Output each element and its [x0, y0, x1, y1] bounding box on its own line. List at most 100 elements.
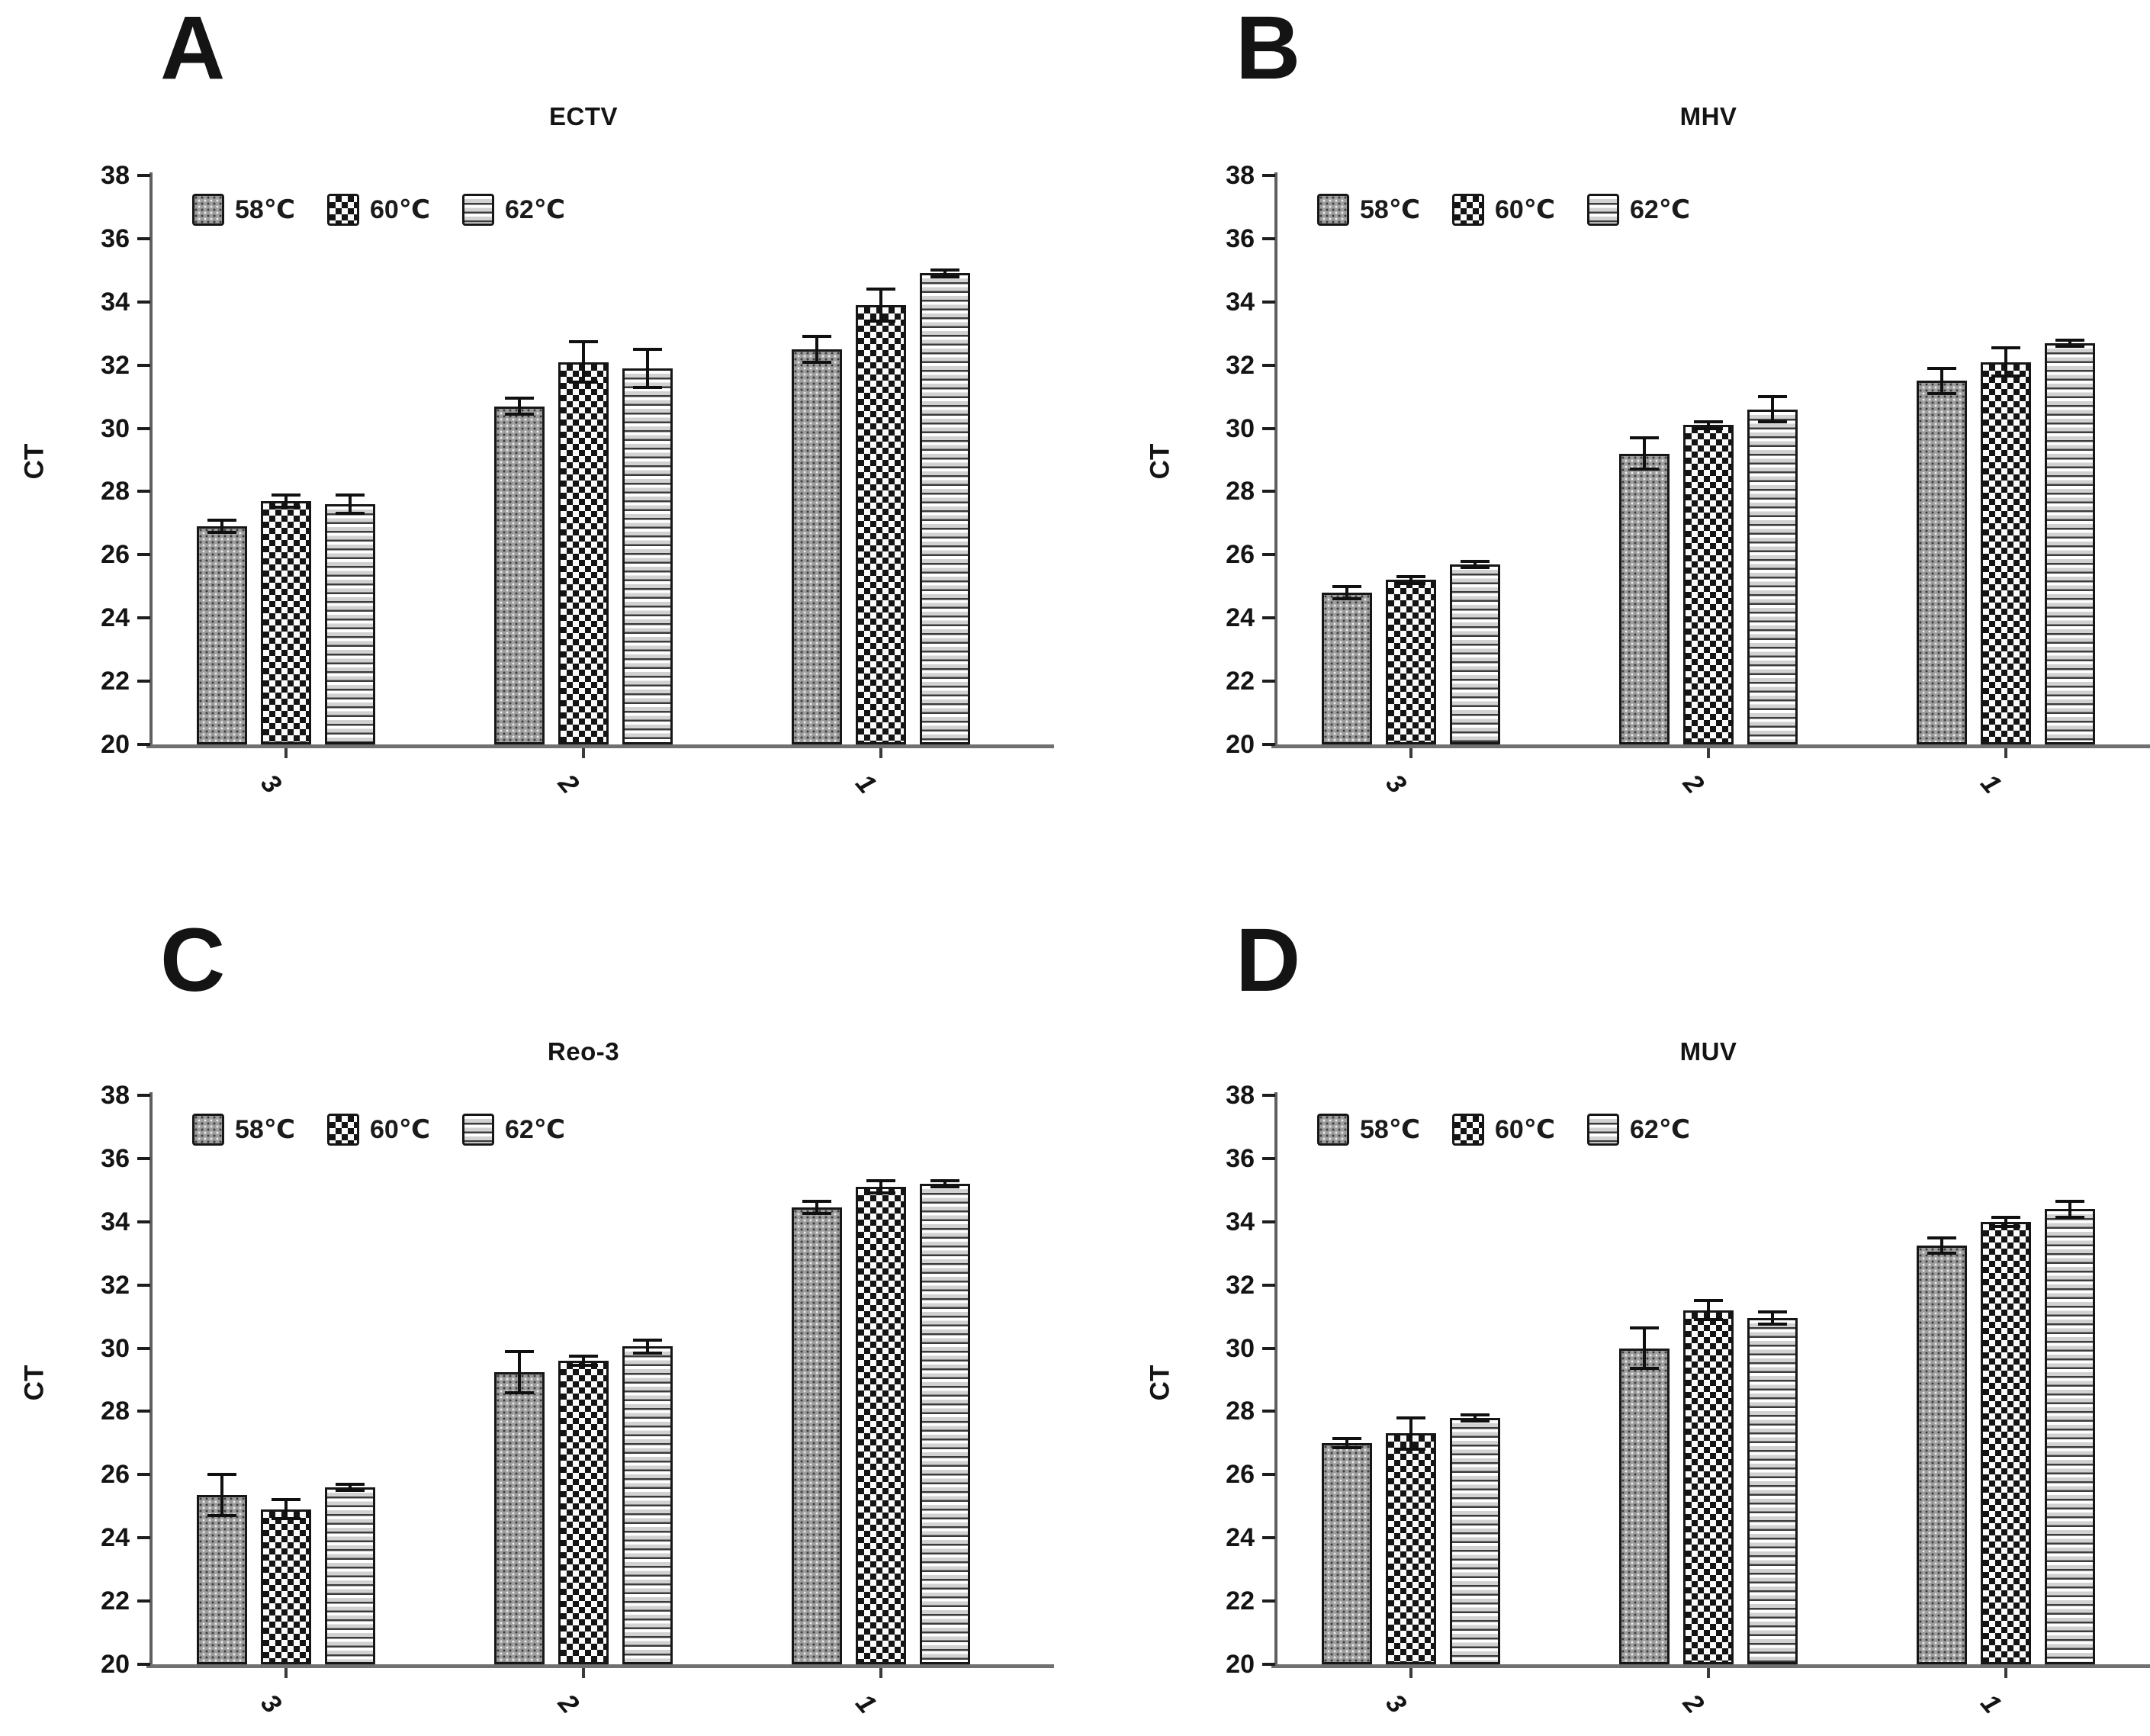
error-bar-cap-top: [505, 397, 534, 400]
y-tick: [137, 426, 150, 430]
error-bar-cap-top: [569, 1354, 598, 1358]
error-bar-cap-top: [336, 1482, 365, 1486]
bar-60℃-group3: [1386, 580, 1437, 744]
bar-62℃-group1: [919, 1184, 970, 1664]
y-tick-label: 26: [101, 540, 130, 570]
legend-item: 60℃: [1452, 1114, 1555, 1146]
y-tick: [137, 490, 150, 493]
x-axis-line: [1271, 1664, 2150, 1668]
bar-60℃-group3: [261, 1509, 312, 1664]
error-bar-cap-top: [272, 1498, 301, 1502]
panel-a: A ECTV CT 38 36 34 32 30 28 26 24 22 20 58℃ 60℃ 62℃ 3…: [0, 0, 1075, 868]
y-axis-label: CT: [19, 1365, 50, 1401]
y-tick: [1262, 300, 1275, 304]
chart-title: MUV: [1679, 1037, 1737, 1066]
y-tick-label: 22: [1226, 1587, 1255, 1616]
y-tick-label: 22: [101, 667, 130, 696]
error-bar-cap-top: [1396, 1416, 1426, 1419]
x-tick-label: 2: [1677, 768, 1710, 799]
plot-area: 38 36 34 32 30 28 26 24 22 20 58℃ 60℃ 62℃ 3 2 1: [1226, 162, 2150, 799]
error-bar-line: [1707, 1300, 1710, 1320]
error-bar-cap-bottom: [1332, 597, 1362, 601]
legend-item: 60℃: [327, 1114, 430, 1146]
legend-swatch-gray-dots: [1317, 1114, 1349, 1146]
y-tick-label: 26: [101, 1460, 130, 1490]
y-tick-label: 36: [1226, 223, 1255, 253]
y-tick-label: 22: [101, 1587, 130, 1616]
y-tick: [137, 743, 150, 746]
error-bar-cap-bottom: [1461, 565, 1490, 569]
y-tick: [137, 616, 150, 620]
x-tick: [582, 1668, 585, 1678]
x-tick: [879, 1668, 882, 1678]
y-tick-label: 28: [1226, 477, 1255, 506]
bar-62℃-group1: [919, 273, 970, 744]
x-tick-label: 1: [1975, 1688, 2007, 1719]
x-tick-label: 1: [850, 768, 882, 799]
error-bar-cap-top: [1332, 1436, 1362, 1440]
panel-letter: A: [160, 0, 226, 98]
y-tick-label: 28: [101, 1397, 130, 1426]
panel-c: C Reo-3 CT 38 36 34 32 30 28 26 24 22 20 58℃ 60℃ 62℃…: [0, 868, 1075, 1736]
error-bar-cap-top: [1694, 1299, 1723, 1303]
y-tick-label: 32: [101, 350, 130, 380]
y-tick: [137, 1220, 150, 1223]
error-bar-cap-bottom: [1332, 1446, 1362, 1450]
y-tick: [137, 1410, 150, 1413]
y-tick-label: 38: [101, 1081, 130, 1110]
legend-swatch-checkerboard: [327, 1114, 359, 1146]
error-bar-cap-bottom: [272, 506, 301, 510]
y-axis-line: [149, 1092, 153, 1668]
legend-item: 60℃: [327, 194, 430, 226]
y-tick: [137, 300, 150, 304]
error-bar-cap-bottom: [207, 531, 237, 535]
error-bar-line: [1345, 586, 1349, 600]
bar-58℃-group2: [494, 406, 545, 744]
error-bar-cap-bottom: [505, 412, 534, 416]
legend-item: 58℃: [1317, 1114, 1420, 1146]
error-bar-line: [1771, 1311, 1774, 1325]
bar-60℃-group1: [855, 304, 906, 744]
error-bar-cap-bottom: [1991, 375, 2020, 378]
error-bar-line: [1643, 437, 1646, 470]
error-bar-cap-top: [1991, 1215, 2020, 1219]
x-tick-label: 1: [1975, 768, 2007, 799]
x-tick: [2004, 748, 2007, 758]
bar-58℃-group1: [1916, 381, 1967, 744]
legend-swatch-gray-dots: [192, 1114, 224, 1146]
y-tick-label: 20: [1226, 1650, 1255, 1679]
x-tick: [1707, 1668, 1710, 1678]
y-tick-label: 32: [1226, 350, 1255, 380]
y-tick-label: 34: [101, 287, 130, 317]
bar-62℃-group1: [2044, 1209, 2095, 1664]
error-bar-cap-top: [866, 288, 895, 291]
legend-swatch-gray-dots: [192, 194, 224, 226]
error-bar-cap-top: [866, 1178, 895, 1182]
error-bar-line: [349, 1484, 352, 1491]
x-tick-label: 3: [1380, 768, 1412, 799]
error-bar-cap-bottom: [1630, 468, 1659, 471]
legend-label: 58℃: [235, 195, 295, 224]
x-tick: [284, 1668, 288, 1678]
y-tick: [1262, 1473, 1275, 1477]
chart-title: MHV: [1679, 102, 1737, 130]
error-bar-line: [1409, 577, 1413, 583]
x-tick: [1409, 748, 1413, 758]
legend-swatch-checkerboard: [1452, 194, 1484, 226]
bar-62℃-group3: [1450, 1417, 1501, 1664]
error-bar-cap-top: [272, 493, 301, 497]
error-bar-cap-bottom: [802, 360, 831, 364]
error-bar-cap-bottom: [1991, 1224, 2020, 1228]
bar-60℃-group2: [1683, 1310, 1734, 1664]
error-bar-cap-bottom: [272, 1517, 301, 1521]
y-tick: [1262, 236, 1275, 240]
error-bar-cap-bottom: [336, 512, 365, 516]
bar-60℃-group2: [558, 362, 609, 744]
bar-58℃-group1: [1916, 1245, 1967, 1664]
legend: 58℃ 60℃ 62℃: [1317, 194, 1690, 226]
error-bar-cap-top: [569, 339, 598, 343]
error-bar-cap-bottom: [1758, 420, 1787, 424]
error-bar-line: [582, 1355, 585, 1366]
y-axis-line: [1274, 1092, 1277, 1668]
